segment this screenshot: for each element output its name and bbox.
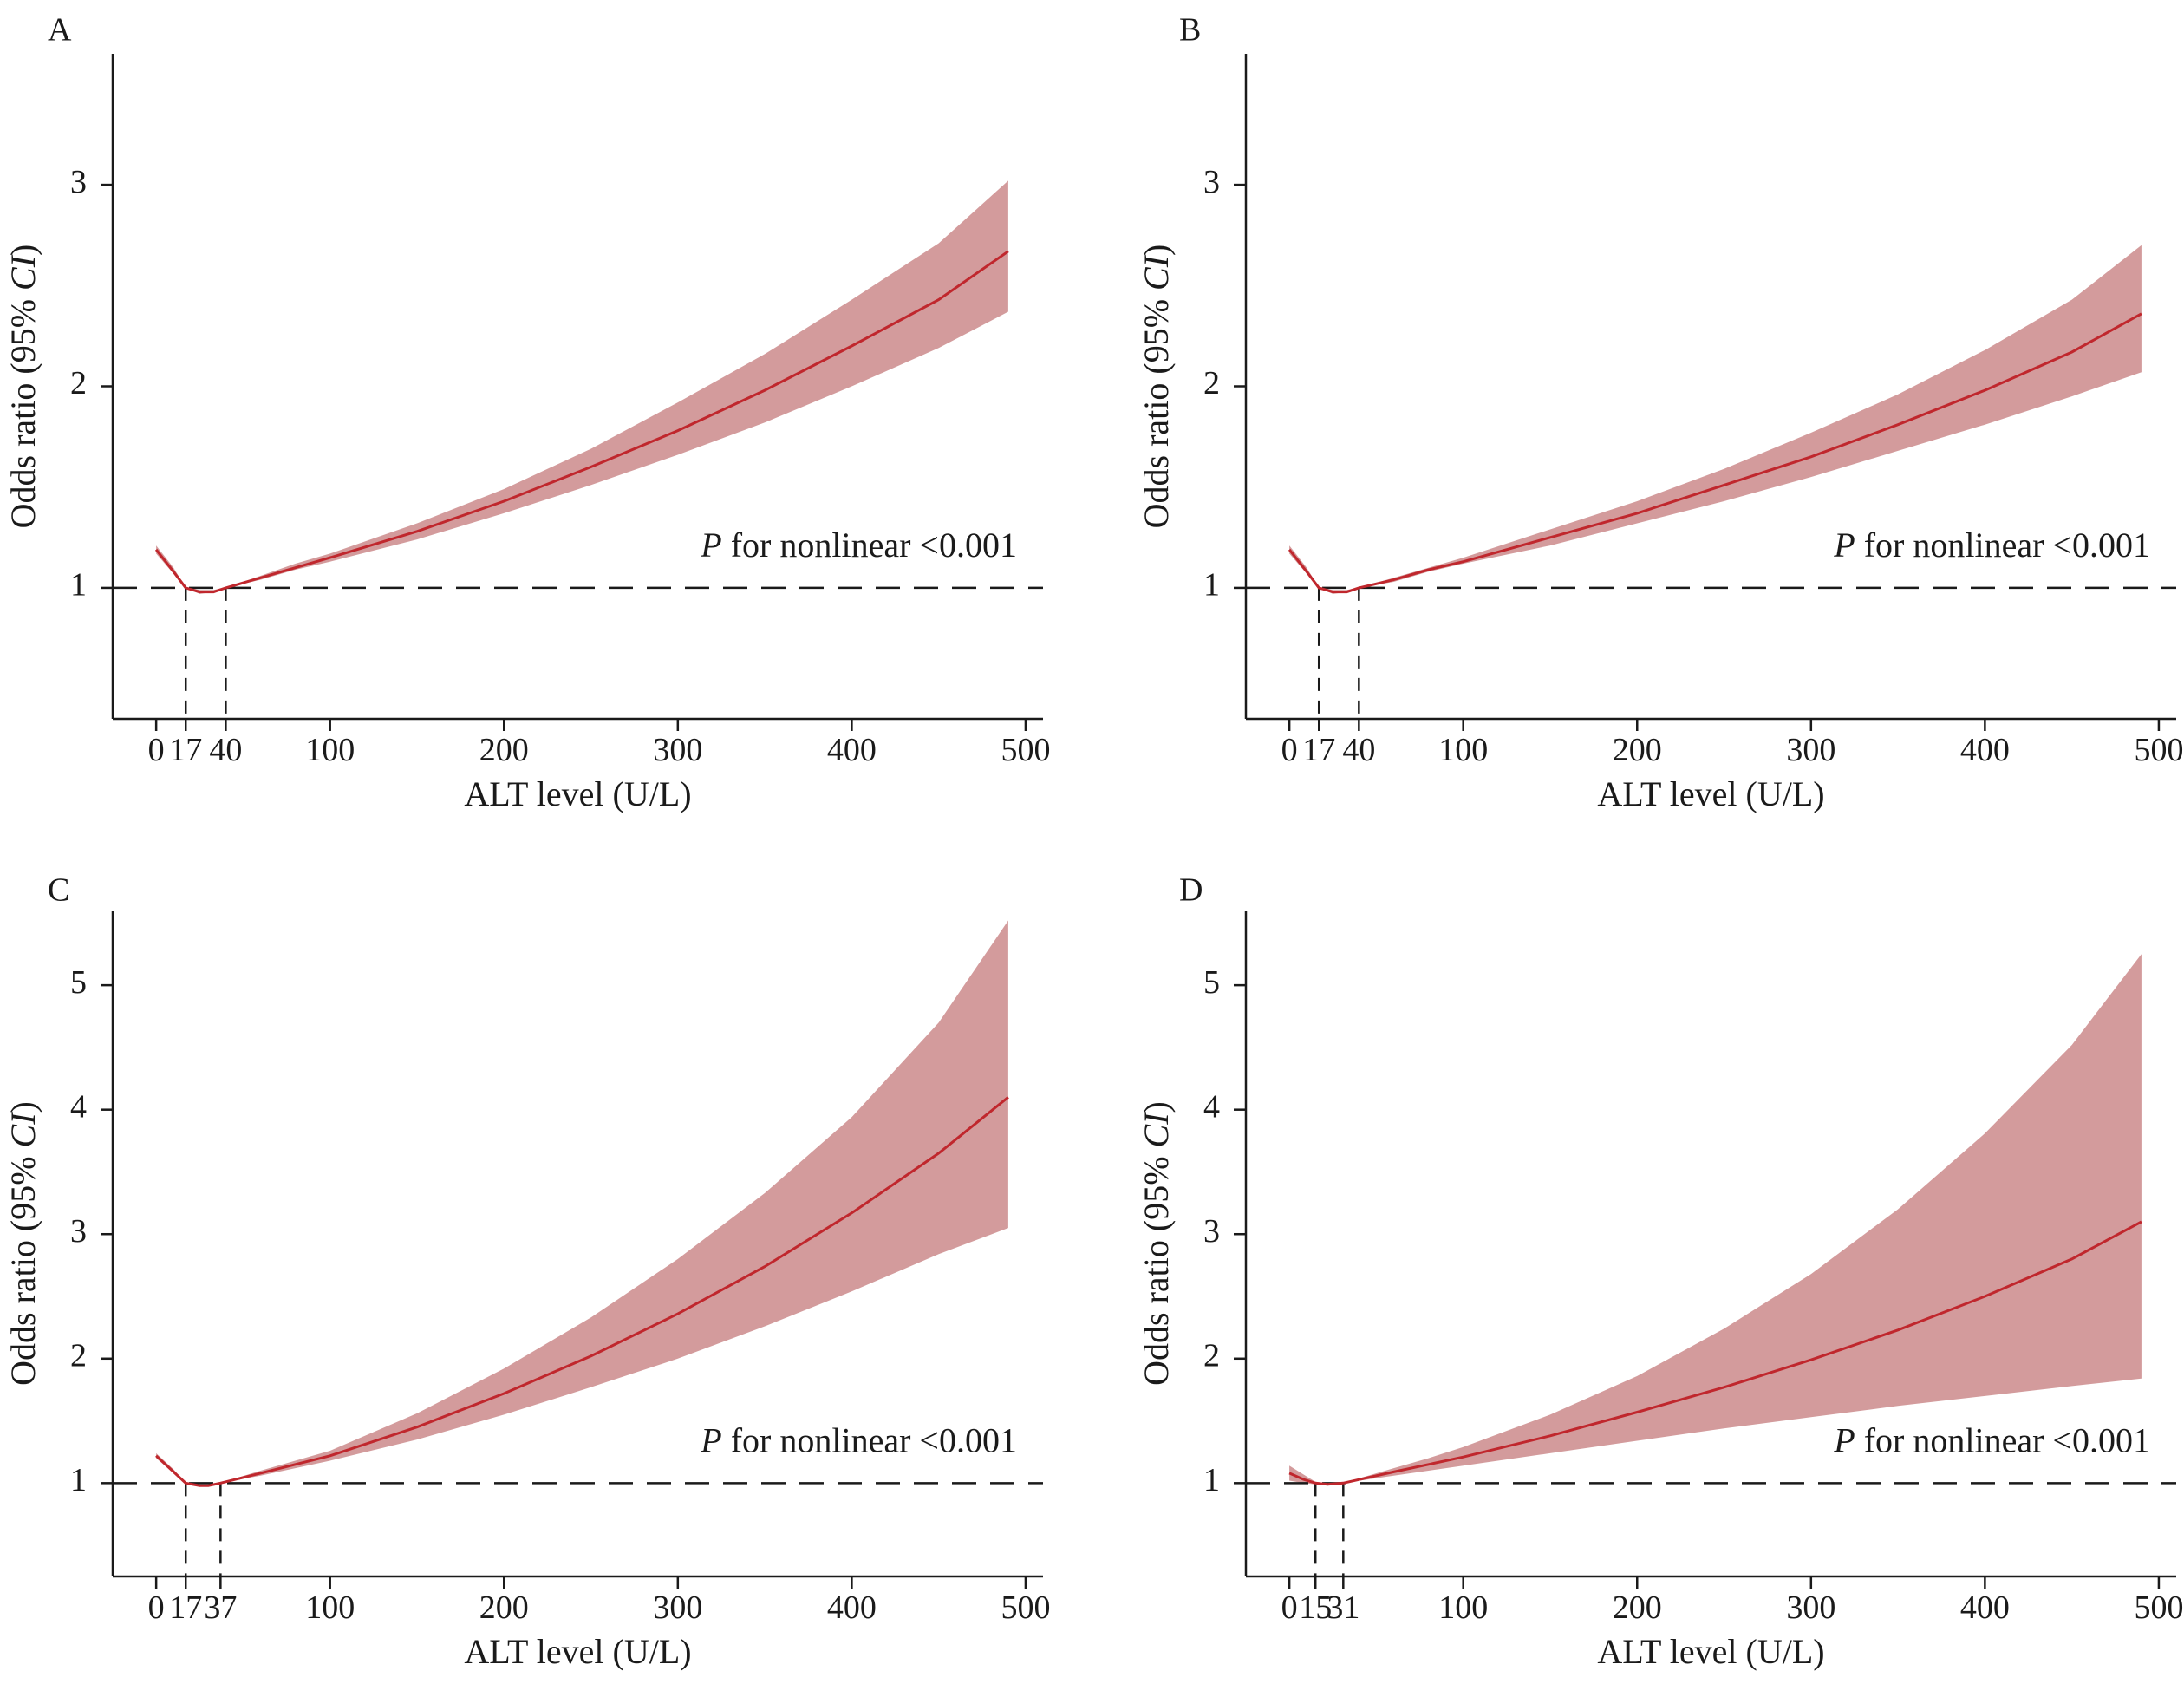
x-tick-label: 100 bbox=[1438, 732, 1488, 768]
x-axis-title: ALT level (U/L) bbox=[464, 774, 691, 813]
x-tick-label: 300 bbox=[653, 1589, 702, 1626]
x-tick-label: 200 bbox=[479, 732, 529, 768]
odds-ratio-line bbox=[154, 250, 1009, 594]
panel-letter: B bbox=[1179, 12, 1201, 49]
x-tick-label: 300 bbox=[1786, 732, 1835, 768]
panel-letter: D bbox=[1179, 872, 1203, 909]
x-tick-label: 37 bbox=[204, 1589, 237, 1626]
confidence-band bbox=[156, 180, 1008, 594]
x-tick-label: 500 bbox=[2134, 732, 2183, 768]
p-value-annotation: P for nonlinear <0.001 bbox=[1833, 525, 2150, 565]
y-tick-label: 2 bbox=[1203, 365, 1220, 401]
x-tick-label: 100 bbox=[305, 1589, 355, 1626]
confidence-band bbox=[156, 920, 1008, 1487]
p-value-annotation: P for nonlinear <0.001 bbox=[1833, 1420, 2150, 1459]
x-tick-label: 40 bbox=[1342, 732, 1375, 768]
odds-ratio-line bbox=[1288, 312, 2142, 594]
y-tick-label: 3 bbox=[1203, 164, 1220, 200]
y-tick-label: 1 bbox=[1203, 567, 1220, 604]
p-value-annotation: P for nonlinear <0.001 bbox=[700, 1420, 1017, 1459]
y-tick-label: 4 bbox=[1203, 1088, 1220, 1125]
y-tick-label: 2 bbox=[70, 1338, 87, 1374]
y-axis-title: Odds ratio (95% CI) bbox=[3, 245, 42, 529]
x-tick-label: 500 bbox=[1001, 732, 1050, 768]
y-tick-label: 4 bbox=[70, 1088, 87, 1125]
x-tick-label: 400 bbox=[1960, 1589, 2010, 1626]
x-axis-title: ALT level (U/L) bbox=[1597, 1632, 1824, 1671]
x-tick-label: 31 bbox=[1327, 1589, 1359, 1626]
y-tick-label: 5 bbox=[1203, 964, 1220, 1001]
chart-panel-b: B 1 2 3 0 17 40 100 200 300 400 500 ALT level (U/L) O… bbox=[1137, 12, 2183, 813]
y-axis-title: Odds ratio (95% CI) bbox=[3, 1101, 42, 1386]
x-tick-label: 400 bbox=[827, 732, 877, 768]
x-tick-label: 200 bbox=[479, 1589, 529, 1626]
y-axis-title: Odds ratio (95% CI) bbox=[1137, 1101, 1176, 1386]
p-value-annotation: P for nonlinear <0.001 bbox=[700, 525, 1017, 565]
x-tick-label: 0 bbox=[148, 1589, 165, 1626]
panel-letter: A bbox=[48, 12, 72, 49]
x-tick-label: 17 bbox=[1302, 732, 1335, 768]
x-tick-label: 40 bbox=[209, 732, 242, 768]
y-tick-label: 2 bbox=[70, 365, 87, 401]
x-tick-label: 300 bbox=[653, 732, 702, 768]
x-tick-label: 500 bbox=[2134, 1589, 2183, 1626]
x-tick-label: 17 bbox=[169, 732, 202, 768]
x-tick-label: 100 bbox=[305, 732, 355, 768]
x-tick-label: 0 bbox=[1281, 1589, 1298, 1626]
odds-ratio-line bbox=[1288, 1220, 2142, 1486]
y-tick-label: 3 bbox=[70, 1213, 87, 1250]
x-tick-label: 200 bbox=[1613, 1589, 1662, 1626]
y-tick-label: 2 bbox=[1203, 1338, 1220, 1374]
odds-ratio-line bbox=[155, 1096, 1009, 1487]
y-tick-label: 5 bbox=[70, 964, 87, 1001]
x-tick-label: 400 bbox=[827, 1589, 877, 1626]
x-axis-title: ALT level (U/L) bbox=[1597, 774, 1824, 813]
y-tick-label: 1 bbox=[70, 567, 87, 604]
x-tick-label: 17 bbox=[169, 1589, 202, 1626]
y-tick-label: 3 bbox=[1203, 1213, 1220, 1250]
confidence-band bbox=[1289, 245, 2142, 594]
x-tick-label: 500 bbox=[1001, 1589, 1050, 1626]
y-tick-label: 1 bbox=[70, 1462, 87, 1498]
x-axis-title: ALT level (U/L) bbox=[464, 1632, 691, 1671]
y-tick-label: 1 bbox=[1203, 1462, 1220, 1498]
x-tick-label: 0 bbox=[148, 732, 165, 768]
x-tick-label: 100 bbox=[1438, 1589, 1488, 1626]
chart-panel-c: C 1 2 3 4 5 0 17 37 100 200 300 400 500 ALT level (U/L… bbox=[3, 872, 1050, 1671]
x-tick-label: 300 bbox=[1786, 1589, 1835, 1626]
x-tick-label: 15 bbox=[1299, 1589, 1332, 1626]
x-tick-label: 400 bbox=[1960, 732, 2010, 768]
y-tick-label: 3 bbox=[70, 164, 87, 200]
y-axis-title: Odds ratio (95% CI) bbox=[1137, 245, 1176, 529]
panel-letter: C bbox=[48, 872, 69, 909]
x-tick-label: 0 bbox=[1281, 732, 1298, 768]
x-tick-label: 200 bbox=[1613, 732, 1662, 768]
confidence-band bbox=[1289, 954, 2142, 1486]
chart-panel-a: A 1 2 3 0 17 40 100 200 300 400 500 ALT level (U/L) O… bbox=[3, 12, 1050, 813]
